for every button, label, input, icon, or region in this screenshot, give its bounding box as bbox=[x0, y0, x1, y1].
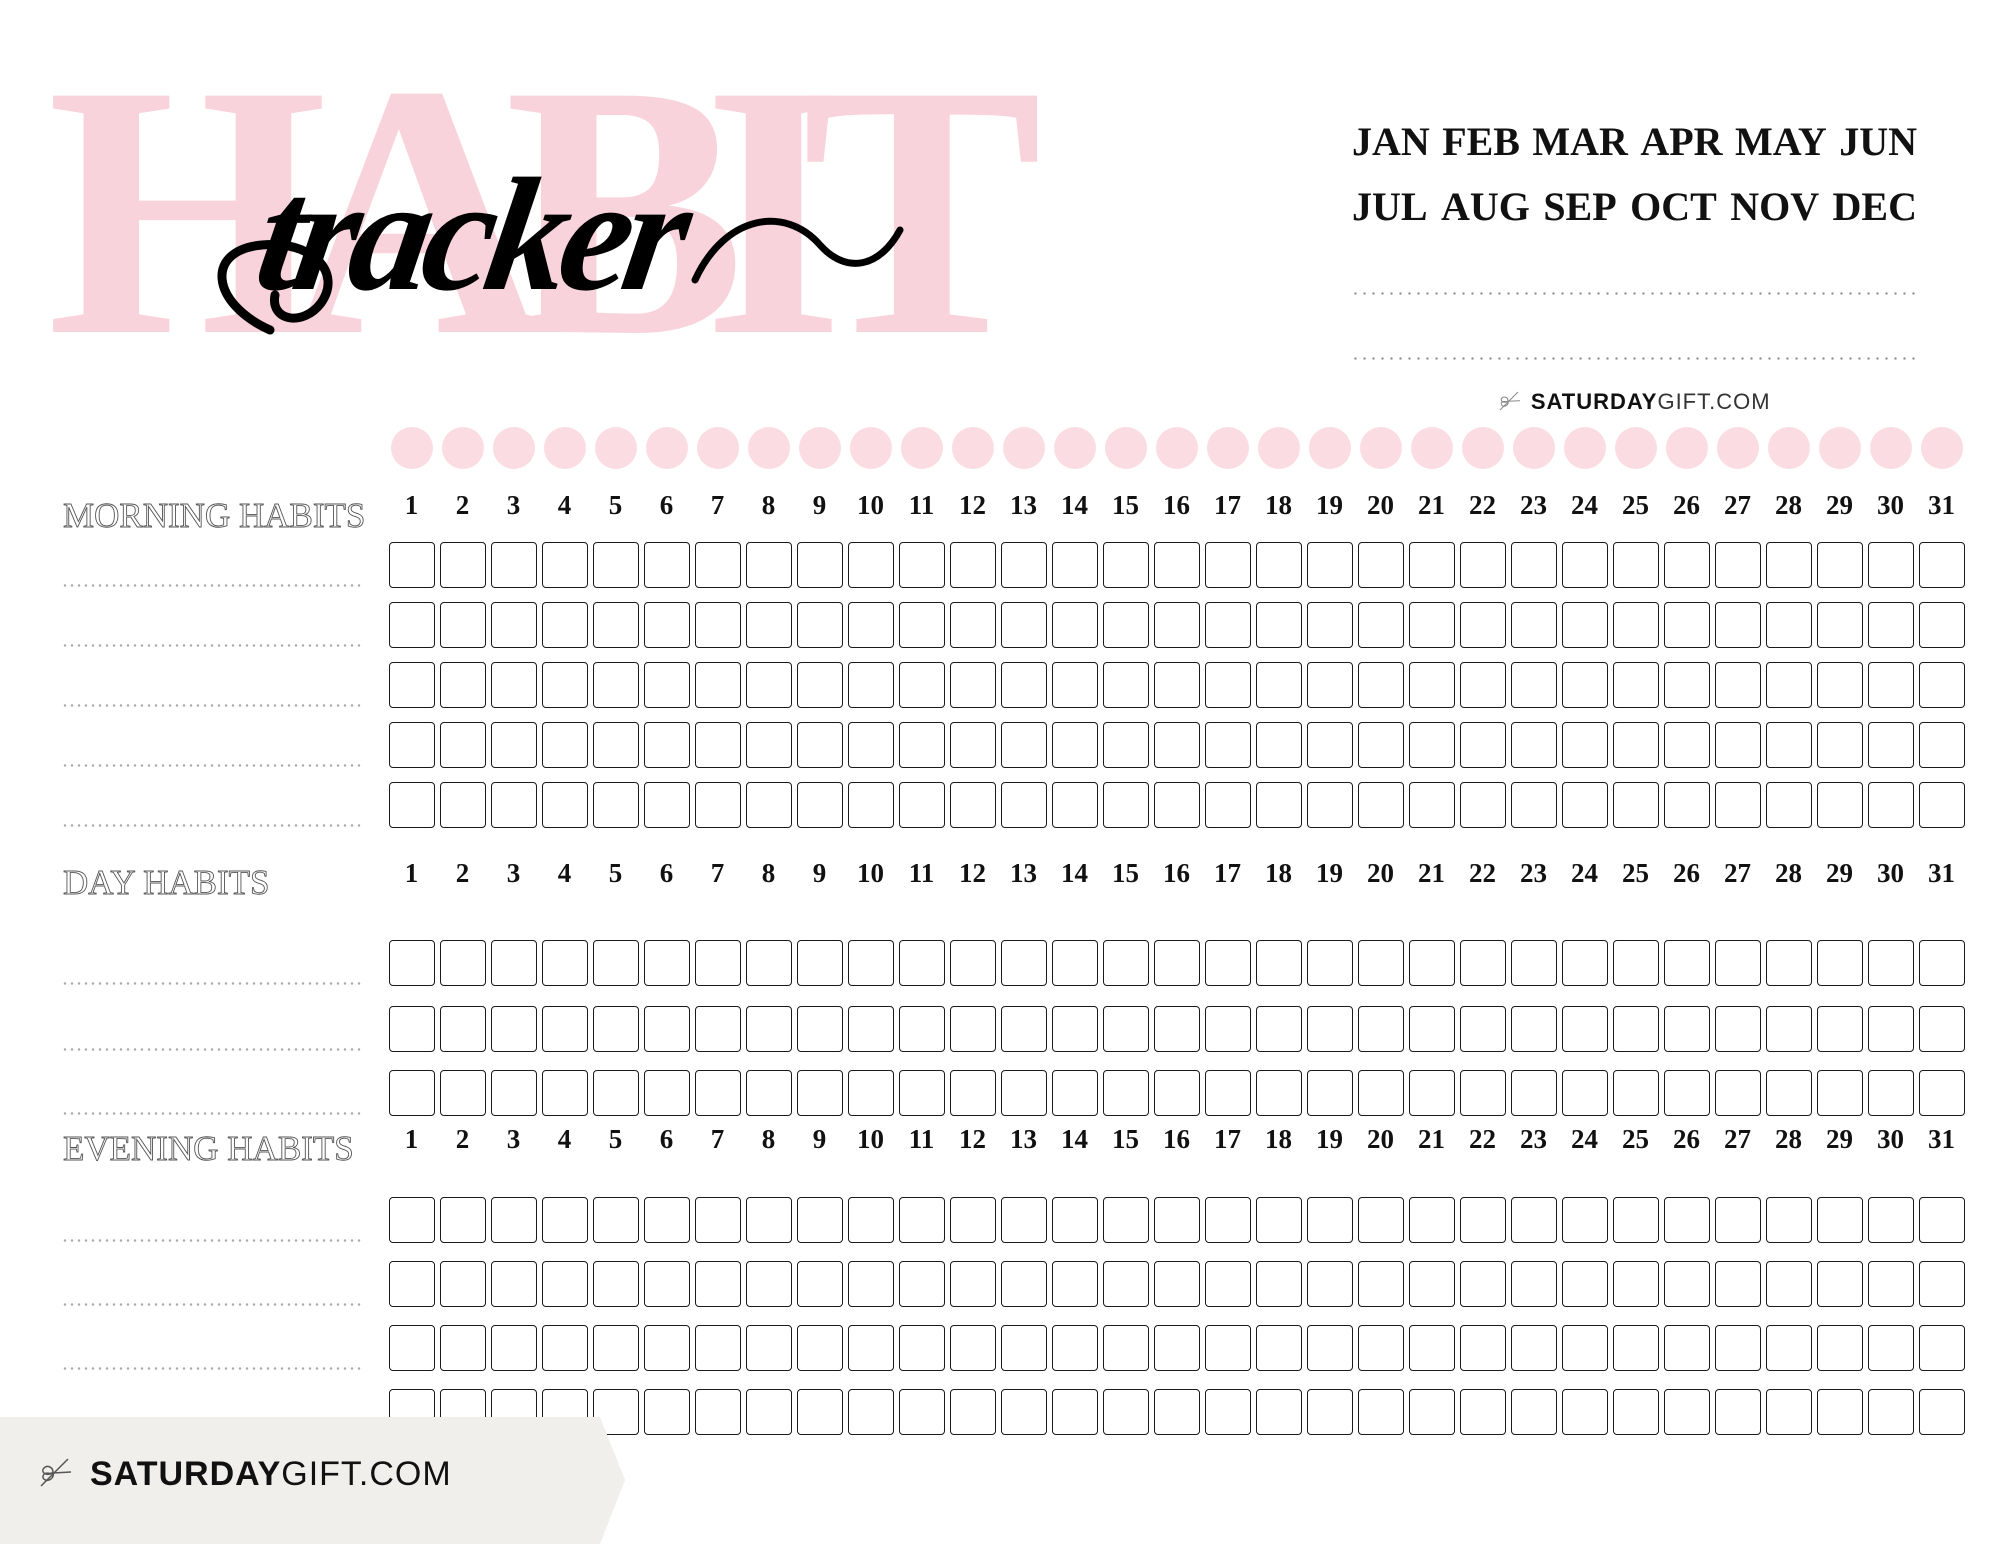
svg-text:MORNING HABITS: MORNING HABITS bbox=[63, 496, 365, 535]
svg-text:EVENING HABITS: EVENING HABITS bbox=[63, 1129, 354, 1168]
svg-text:DAY HABITS: DAY HABITS bbox=[63, 863, 269, 902]
